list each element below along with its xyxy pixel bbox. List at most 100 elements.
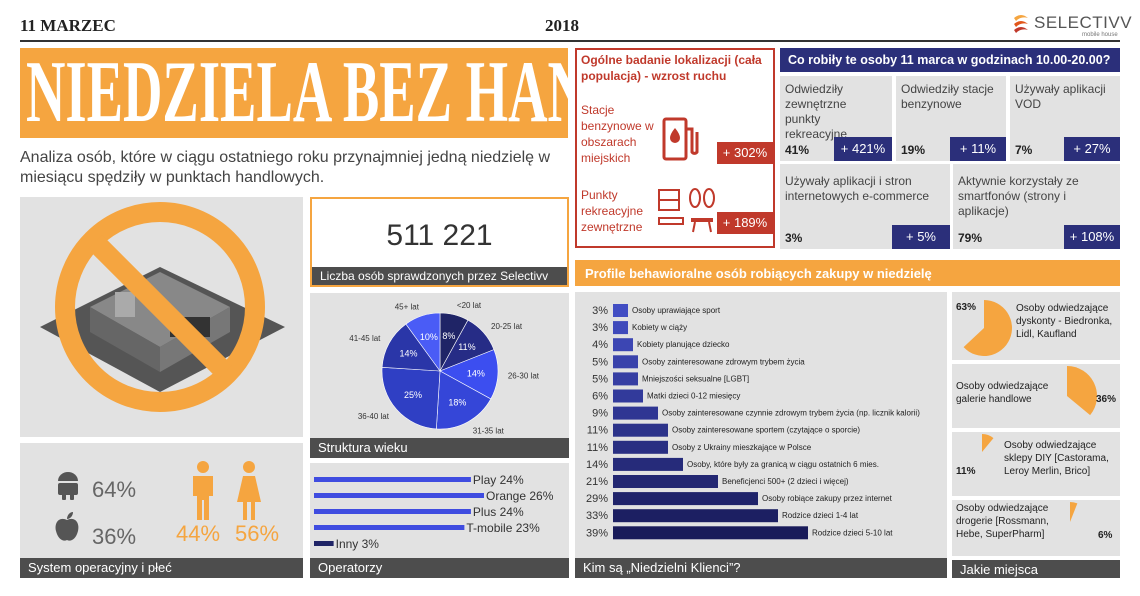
profile-label-8: Osoby z Ukrainy mieszkające w Polsce	[672, 443, 812, 452]
header-rule	[20, 40, 1120, 42]
march-cell-2-label: Używały aplikacji VOD	[1015, 82, 1106, 111]
profile-pct-8: 11%	[587, 442, 608, 454]
profile-label-13: Rodzice dzieci 5-10 lat	[812, 528, 893, 537]
profile-pct-13: 39%	[586, 527, 608, 539]
profile-bar-1	[613, 321, 628, 335]
march-cell-1-pct: 19%	[901, 143, 926, 157]
march-cell-0-pct: 41%	[785, 143, 810, 157]
profile-bar-12	[613, 509, 778, 523]
age-slice-pct-0: 8%	[442, 331, 455, 341]
profile-pct-5: 6%	[592, 391, 608, 403]
age-slice-6	[405, 312, 441, 372]
profile-bar-11	[613, 492, 758, 506]
age-slice-pct-1: 11%	[458, 342, 475, 352]
selectivv-logo-icon	[1014, 15, 1028, 33]
page-title: NIEDZIELA BEZ HANDLU	[26, 44, 703, 141]
operator-label-0: Play 24%	[473, 473, 524, 487]
profile-label-10: Beneficjenci 500+ (2 dzieci i więcej)	[722, 477, 849, 486]
profile-bar-2	[613, 338, 633, 352]
march-cell-1-growth: + 11%	[950, 137, 1006, 161]
park-icon	[658, 188, 715, 233]
counter-box: 511 221 Liczba osób sprawdzonych przez S…	[310, 197, 569, 287]
counter-caption: Liczba osób sprawdzonych przez Selectivv	[312, 267, 567, 285]
profiles-caption: Kim są „Niedzielni Klienci”?	[575, 558, 947, 578]
profile-pct-9: 14%	[586, 459, 608, 471]
profiles-chart: 3% Osoby uprawiające sport 3% Kobiety w cią…	[586, 304, 920, 540]
profile-bar-7	[613, 423, 668, 437]
profile-pct-10: 21%	[586, 476, 608, 488]
march-cell-3-label: Używały aplikacji i stron internetowych …	[785, 174, 930, 203]
operators-caption: Operatorzy	[310, 558, 569, 578]
android-pct: 64%	[92, 477, 137, 502]
fuel-pump-icon	[662, 117, 699, 161]
intro-text: Analiza osób, które w ciągu ostatniego r…	[20, 149, 551, 186]
operator-label-2: Plus 24%	[473, 505, 524, 519]
places-caption: Jakie miejsca odwiedzają?	[952, 560, 1120, 592]
place-2-pie	[982, 434, 994, 452]
march-cell-3-pct: 3%	[785, 231, 803, 245]
place-1: Osoby odwiedzające galerie handlowe 36%	[952, 364, 1120, 428]
profile-bar-0	[613, 304, 628, 317]
march-cell-3: Używały aplikacji i stron internetowych …	[780, 164, 950, 249]
profile-bar-6	[613, 406, 658, 420]
profile-label-3: Osoby zainteresowane zdrowym trybem życi…	[642, 357, 805, 366]
brand-name: SELECTIVV	[1034, 13, 1133, 32]
march-cell-0-growth: + 421%	[834, 137, 892, 161]
place-1-pct: 36%	[1096, 394, 1117, 405]
place-slice-3	[1070, 502, 1078, 522]
profile-bar-8	[613, 440, 668, 454]
profile-label-7: Osoby zainteresowane sportem (czytające …	[672, 426, 860, 435]
forbidden-icon	[55, 202, 265, 412]
operator-bar-0	[314, 477, 471, 482]
places-column: 63% Osoby odwiedzające dyskonty - Biedro…	[952, 292, 1120, 592]
march-cell-0: Odwiedziły zewnętrzne punkty rekreacyjne…	[780, 76, 892, 161]
location-row-1-value: + 189%	[717, 212, 773, 234]
operator-label-4: Inny 3%	[336, 537, 380, 551]
profile-label-2: Kobiety planujące dziecko	[637, 340, 730, 349]
place-3-pct: 6%	[1098, 530, 1113, 541]
female-icon	[237, 461, 261, 520]
march-cell-4-pct: 79%	[958, 231, 983, 245]
place-0-pie	[963, 300, 1012, 356]
place-0-pct: 63%	[956, 302, 977, 313]
profile-label-1: Kobiety w ciąży	[632, 323, 687, 332]
profile-bar-9	[613, 457, 683, 471]
brand-logo: SELECTIVV mobile house	[1010, 10, 1132, 40]
male-icon	[193, 461, 213, 520]
operator-label-3: T-mobile 23%	[466, 521, 540, 535]
profile-label-11: Osoby robiące zakupy przez internet	[762, 494, 893, 503]
age-slice-pct-3: 18%	[448, 398, 466, 408]
profile-pct-11: 29%	[586, 493, 608, 505]
counter-value: 511 221	[386, 219, 493, 252]
age-slice-pct-5: 14%	[399, 349, 417, 359]
place-3-label: Osoby odwiedzające drogerie [Rossmann, H…	[956, 503, 1049, 540]
operator-bar-1	[314, 493, 484, 498]
march-cell-3-growth: + 5%	[892, 225, 950, 249]
age-slice-5	[381, 323, 441, 372]
age-slice-4	[381, 367, 441, 430]
place-2: 11% Osoby odwiedzające sklepy DIY [Casto…	[952, 432, 1120, 496]
place-slice-1	[1067, 366, 1097, 416]
location-row-1-label: Punkty rekreacyjne zewnętrzne	[581, 188, 644, 234]
age-slice-label-6: 45+ lat	[395, 302, 420, 311]
age-pie-chart: 8% <20 lat 11% 20-25 lat 14% 26-30 lat 18% 31-3…	[349, 301, 540, 435]
brand-subtitle: mobile house	[1082, 32, 1118, 38]
operator-bar-3	[314, 525, 465, 530]
location-title: Ogólne badanie lokalizacji (cała populac…	[581, 53, 762, 83]
place-2-pct: 11%	[956, 466, 976, 477]
march-cell-4-growth: + 108%	[1064, 225, 1120, 249]
march-cell-2-pct: 7%	[1015, 143, 1033, 157]
age-slice-label-0: <20 lat	[457, 301, 482, 310]
profile-label-9: Osoby, które były za granicą w ciągu ost…	[687, 460, 879, 469]
male-pct: 44%	[176, 521, 221, 546]
march-cell-1-label: Odwiedziły stacje benzynowe	[901, 82, 994, 111]
place-slice-2	[982, 434, 994, 452]
place-3-pie	[1070, 502, 1078, 522]
profile-label-4: Mniejszości seksualne [LGBT]	[642, 374, 749, 383]
age-slice-3	[436, 370, 492, 430]
age-slice-pct-4: 25%	[404, 390, 422, 400]
march-cell-2-growth: + 27%	[1064, 137, 1120, 161]
march-cell-1: Odwiedziły stacje benzynowe 19% + 11%	[896, 76, 1006, 161]
profile-label-12: Rodzice dzieci 1-4 lat	[782, 511, 859, 520]
profile-label-6: Osoby zainteresowane czynnie zdrowym try…	[662, 409, 920, 418]
